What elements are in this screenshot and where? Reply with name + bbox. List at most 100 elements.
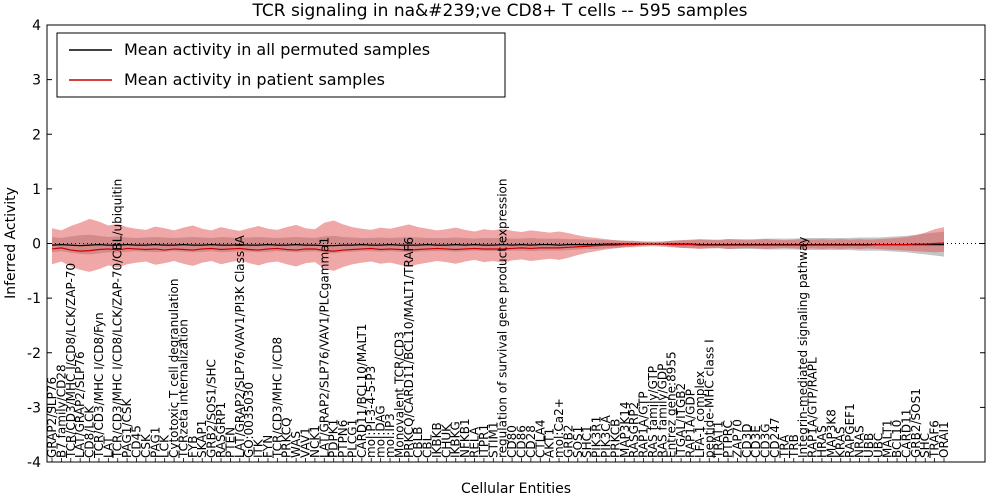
- x-tick-label: IKBKG: [449, 421, 463, 458]
- x-tick-label: CARD11: [899, 409, 913, 458]
- x-tick-label: LAT/GRAP2/SLP76/VAV1/PI3K Class IA: [233, 234, 247, 458]
- x-tick-label: PRKCQ/CARD11/BCL10/MALT1/TRAF6: [402, 237, 416, 458]
- x-tick-label: TRAF6: [928, 420, 942, 459]
- x-tick-label: CD247: [768, 417, 782, 458]
- y-tick-label: -2: [27, 346, 41, 362]
- legend-patient-label: Mean activity in patient samples: [124, 70, 385, 89]
- y-tick-label: -3: [27, 400, 41, 416]
- x-tick-label: TCR/CD3/MHC I/CD8/Fyn: [92, 312, 106, 459]
- x-tick-label: TRAT1: [712, 421, 726, 459]
- x-tick-label: CD80: [505, 425, 519, 458]
- y-tick-label: 1: [32, 182, 41, 198]
- x-tick-label: ITPR1: [477, 424, 491, 458]
- x-tick-label: RASGRP2: [627, 402, 641, 458]
- y-tick-label: 4: [32, 18, 41, 34]
- x-tick-label: FYB: [186, 436, 200, 458]
- x-tick-label: NFKB1: [458, 418, 472, 458]
- x-tick-label: PAG1/CSK: [120, 398, 134, 458]
- y-tick-label: 3: [32, 73, 41, 89]
- x-tick-label: RASGRP1: [214, 402, 228, 458]
- x-tick-label: PTPN6: [336, 420, 350, 458]
- x-tick-label: PRKCB: [608, 419, 622, 458]
- x-tick-label: regulation of survival gene product expr…: [496, 179, 510, 458]
- x-tick-label: CSK: [139, 433, 153, 458]
- x-tick-label: TCR/CD3/MHC I/CD8/LCK/ZAP-70: [64, 263, 78, 459]
- x-tick-label: PAG1: [148, 427, 162, 458]
- x-tick-label: Monovalent TCR/CD3: [392, 331, 406, 458]
- x-tick-label: RELA: [468, 426, 482, 458]
- x-tick-label: CD3G: [759, 423, 773, 458]
- x-tick-label: peptide-MHC class I: [702, 339, 716, 458]
- legend-permuted-label: Mean activity in all permuted samples: [124, 40, 430, 59]
- x-tick-label: RAP1A/GTP/RAPL: [806, 357, 820, 458]
- x-tick-label: mol:Ca2+: [552, 398, 566, 458]
- x-tick-label: TCR/CD3/MHC I/CD8: [270, 337, 284, 459]
- x-tick-label: FYN: [261, 435, 275, 458]
- y-tick-label: 2: [32, 127, 41, 143]
- x-tick-label: LAT/GRAP2/SLP76/VAV1/PLCgamma1: [317, 237, 331, 458]
- x-tick-label: mol:PI-3-4-5-P3: [364, 366, 378, 458]
- x-tick-label: Entrez gene:8955: [665, 351, 679, 458]
- x-tick-label: UBC: [871, 433, 885, 458]
- x-tick-label: MALT1: [881, 419, 895, 458]
- x-tick-label: AKT1: [543, 428, 557, 458]
- x-tick-label: PTPRC: [721, 420, 735, 458]
- patient-mean-line: [51, 242, 945, 252]
- x-tick-label: ITK: [252, 438, 266, 458]
- x-tick-label: mol:DAG: [374, 405, 388, 458]
- x-tick-label: SKAP1: [195, 420, 209, 458]
- legend: Mean activity in all permuted samples Me…: [56, 32, 506, 98]
- x-tick-label: VAV1: [299, 427, 313, 458]
- x-tick-label: PRKCQ: [280, 417, 294, 458]
- x-tick-label: IKBKB: [430, 422, 444, 458]
- x-tick-label: PLCG1: [345, 419, 359, 458]
- x-tick-label: SOS1: [571, 426, 585, 458]
- x-tick-label: RAS family/GTP: [646, 366, 660, 458]
- x-tick-label: RAP1A/GDP: [683, 389, 697, 458]
- x-tick-label: RAPGEF1: [843, 403, 857, 458]
- x-tick-label: LAT: [101, 436, 115, 458]
- x-tick-label: CD8/LCK: [83, 405, 97, 458]
- x-tick-label: ITGAL/ITGB2: [674, 383, 688, 458]
- x-axis-label: Cellular Entities: [461, 481, 571, 497]
- x-tick-label: KRAS: [834, 426, 848, 458]
- x-tick-label: CBL: [421, 434, 435, 458]
- x-tick-label: PDPK1: [327, 419, 341, 458]
- x-tick-label: mol:IP3: [383, 413, 397, 458]
- x-tick-label: RAS family/GDP: [655, 364, 669, 458]
- x-tick-label: CD86: [514, 425, 528, 458]
- x-tick-label: Integrin-mediated signaling pathway: [796, 237, 810, 458]
- y-tick-labels: 4 3 2 1 0 -1 -2 -3 -4: [27, 18, 985, 471]
- x-tick-label: GRB2/SOS1: [909, 388, 923, 458]
- x-tick-label: UBB: [862, 433, 876, 458]
- x-tick-label: CTLA4: [533, 419, 547, 458]
- x-tick-label: Cytotoxic T cell degranulation: [167, 279, 181, 458]
- x-tick-label: B7 family/CD28: [54, 364, 68, 458]
- x-tick-label: BCL10: [890, 420, 904, 458]
- plot-area: [47, 218, 985, 272]
- y-axis-label: Inferred Activity: [3, 187, 19, 299]
- x-tick-label: TCR/CD3/MHC I/CD8/LCK/ZAP-70/CBL/ubiquit…: [111, 179, 125, 459]
- x-tick-label: STIM1: [486, 422, 500, 458]
- x-tick-label: ZAP70: [730, 419, 744, 458]
- x-tick-label: LFA-1 complex: [693, 371, 707, 458]
- x-tick-label: CD45: [130, 425, 144, 458]
- x-tick-label: CBLB: [411, 426, 425, 458]
- x-tick-label: MAP3K14: [618, 401, 632, 458]
- x-tick-label: TRB: [787, 434, 801, 459]
- x-tick-label: NCK1: [308, 425, 322, 458]
- x-tick-label: CHUK: [439, 423, 453, 458]
- x-tick-label: PIK3R1: [590, 416, 604, 458]
- x-tick-label: MAP3K8: [824, 409, 838, 458]
- x-tick-label: SHC1: [580, 425, 594, 458]
- y-tick-label: -4: [27, 455, 41, 471]
- x-tick-label: SHC: [918, 433, 932, 458]
- x-tick-label: NRAS: [852, 425, 866, 458]
- x-tick-label: GO:0035030: [242, 382, 256, 458]
- x-tick-label: GRB2/SOS1/SHC: [205, 359, 219, 458]
- x-tick-label: CD3E: [749, 425, 763, 458]
- x-tick-label: ORAI1: [937, 421, 951, 458]
